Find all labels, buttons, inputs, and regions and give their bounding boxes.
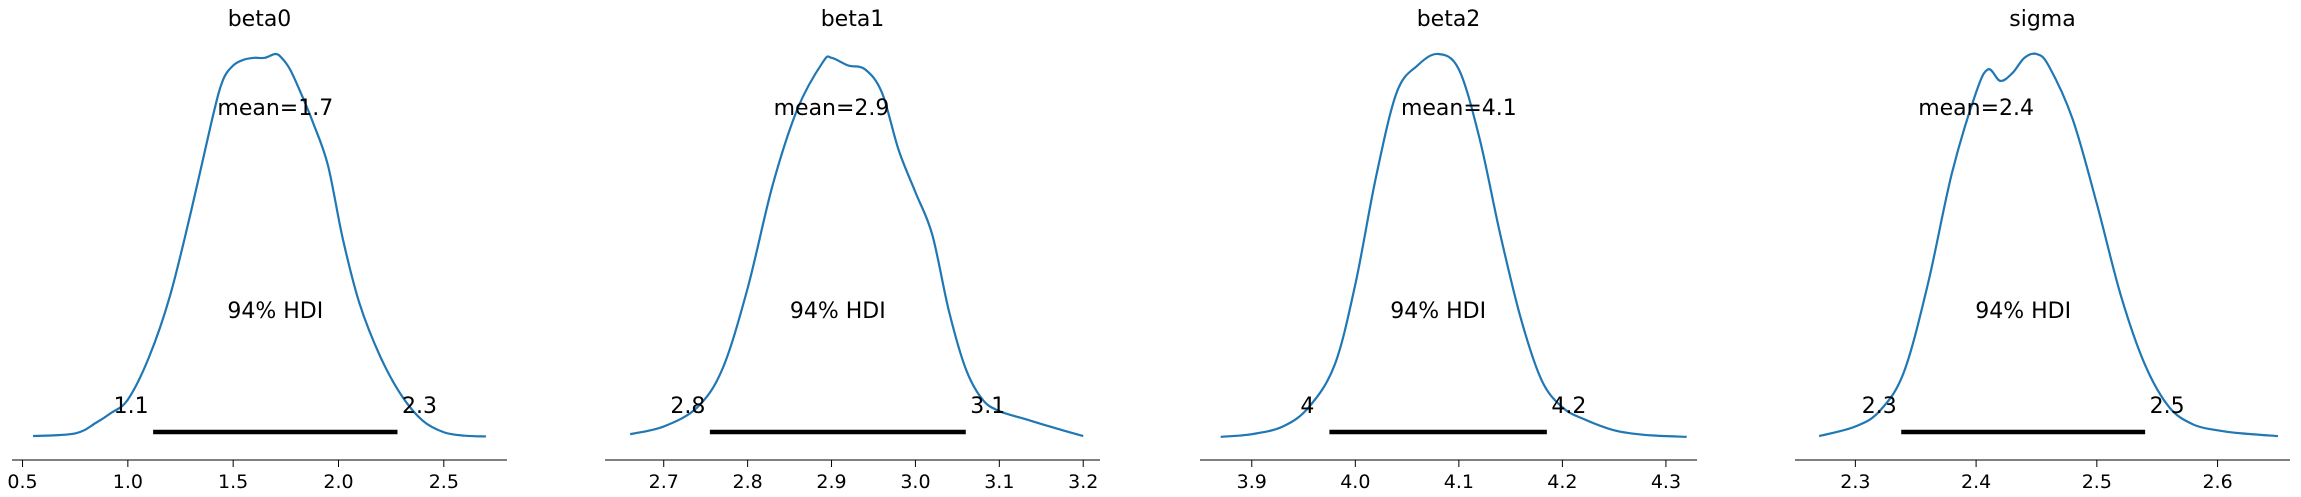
mean-label: mean=2.4 — [1918, 96, 2034, 121]
hdi-high-label: 2.5 — [2150, 394, 2185, 419]
x-tick-label: 2.0 — [323, 471, 353, 493]
hdi-high-label: 2.3 — [402, 394, 437, 419]
x-tick-label: 4.0 — [1340, 471, 1370, 493]
hdi-high-label: 3.1 — [970, 394, 1005, 419]
x-tick-label: 2.8 — [733, 471, 763, 493]
x-tick-label: 4.3 — [1651, 471, 1681, 493]
x-tick-label: 2.6 — [2202, 471, 2232, 493]
x-tick-label: 4.1 — [1444, 471, 1474, 493]
panel-title: beta0 — [228, 7, 292, 32]
x-tick-label: 2.5 — [2082, 471, 2112, 493]
mean-label: mean=4.1 — [1401, 96, 1517, 121]
posterior-panel-sigma: sigma mean=2.4 94% HDI 2.3 2.5 2.3 2.4 2.5 2.6 — [1795, 7, 2290, 493]
density-curve — [1818, 52, 2279, 438]
x-tick-label: 4.2 — [1547, 471, 1577, 493]
hdi-low-label: 4 — [1300, 394, 1314, 419]
x-tick-label: 1.5 — [218, 471, 248, 493]
hdi-label: 94% HDI — [1390, 299, 1486, 324]
mean-label: mean=1.7 — [217, 96, 333, 121]
x-tick-label: 3.1 — [984, 471, 1014, 493]
x-tick-label: 3.2 — [1068, 471, 1098, 493]
density-curve — [1220, 52, 1687, 438]
posterior-panel-beta1: beta1 mean=2.9 94% HDI 2.8 3.1 2.7 2.8 2.9 3.0 3.… — [605, 7, 1100, 493]
x-tick-label: 2.5 — [429, 471, 459, 493]
x-tick-label: 2.9 — [816, 471, 846, 493]
x-tick-label: 1.0 — [113, 471, 143, 493]
posterior-panel-beta0: beta0 mean=1.7 94% HDI 1.1 2.3 0.5 1.0 1.5 2.0 2.… — [7, 7, 507, 493]
hdi-low-label: 2.8 — [670, 394, 705, 419]
panel-title: sigma — [2009, 7, 2075, 32]
x-tick-label: 2.3 — [1840, 471, 1870, 493]
hdi-low-label: 2.3 — [1862, 394, 1897, 419]
panel-title: beta1 — [821, 7, 885, 32]
panel-title: beta2 — [1417, 7, 1481, 32]
posterior-panel-beta2: beta2 mean=4.1 94% HDI 4 4.2 3.9 4.0 4.1 4.2 4.3 — [1200, 7, 1697, 493]
density-curve — [32, 52, 486, 438]
density-curve — [629, 55, 1084, 438]
x-tick-label: 3.9 — [1237, 471, 1267, 493]
hdi-label: 94% HDI — [1975, 299, 2071, 324]
x-tick-label: 2.4 — [1961, 471, 1991, 493]
hdi-high-label: 4.2 — [1551, 394, 1586, 419]
hdi-low-label: 1.1 — [114, 394, 149, 419]
x-tick-label: 2.7 — [649, 471, 679, 493]
hdi-label: 94% HDI — [790, 299, 886, 324]
mean-label: mean=2.9 — [774, 96, 890, 121]
x-tick-label: 0.5 — [7, 471, 37, 493]
hdi-label: 94% HDI — [227, 299, 323, 324]
x-tick-label: 3.0 — [900, 471, 930, 493]
